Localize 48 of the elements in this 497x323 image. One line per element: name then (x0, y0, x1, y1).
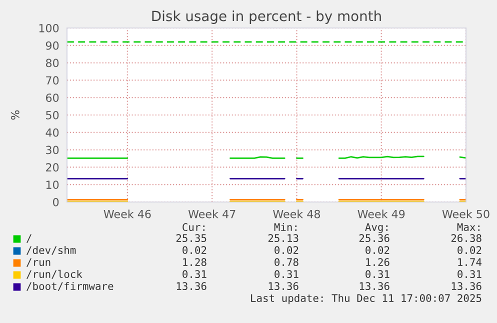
text: Cur: (182, 223, 204, 232)
text: 13.36 (452, 282, 482, 290)
text: Max: (457, 223, 480, 232)
text: 0.78 (274, 258, 298, 266)
legend-label: /boot/firmware (26, 282, 114, 291)
text: 25.36 (359, 234, 390, 242)
text: 13.36 (360, 282, 390, 290)
text: 1.28 (183, 258, 206, 266)
y-tick-label: 0 (53, 198, 59, 206)
chart-title: Disk usage in percent - by month (152, 10, 381, 24)
text: 0.31 (274, 270, 298, 278)
text: 0.31 (366, 270, 390, 278)
text: 0.02 (182, 246, 206, 254)
x-tick-label: Week 48 (273, 210, 320, 218)
text: 1.26 (366, 258, 390, 266)
x-tick-label: Week 49 (358, 210, 405, 218)
text: 0.31 (182, 270, 206, 278)
text: 25.13 (268, 234, 298, 242)
text: 26.38 (451, 234, 482, 242)
text: Min: (274, 222, 296, 231)
text: 0.31 (458, 270, 482, 278)
y-tick-label: 100 (39, 24, 59, 32)
y-tick-label: 80 (46, 58, 59, 68)
y-tick-label: 60 (46, 94, 59, 102)
text: 0.02 (458, 246, 482, 254)
text: 13.36 (176, 282, 206, 290)
text: 1.74 (458, 258, 482, 266)
y-tick-label: 30 (46, 146, 59, 154)
legend-label: /dev/shm (26, 246, 76, 255)
text: 13.36 (268, 282, 298, 290)
text: Last update: Thu Dec 11 17:00:07 2025 (251, 294, 482, 304)
y-tick-label: 90 (46, 41, 59, 50)
y-tick-label: 70 (46, 76, 59, 85)
x-tick-label: Week 46 (104, 210, 151, 218)
y-tick-label: 10 (46, 180, 59, 189)
legend-label: /run/lock (26, 270, 82, 279)
y-tick-label: 50 (46, 110, 59, 120)
y-tick-label: 20 (46, 163, 59, 172)
text: 0.02 (274, 246, 298, 254)
x-tick-label: Week 50 (442, 210, 490, 218)
y-tick-label: 40 (46, 128, 59, 137)
y-axis-title: % (10, 110, 20, 120)
legend-label: / (26, 234, 32, 243)
text: 25.35 (176, 234, 206, 242)
text: 0.02 (366, 246, 390, 254)
text: Avg: (365, 223, 388, 234)
legend-label: /run (26, 258, 50, 267)
x-tick-label: Week 47 (188, 210, 236, 218)
